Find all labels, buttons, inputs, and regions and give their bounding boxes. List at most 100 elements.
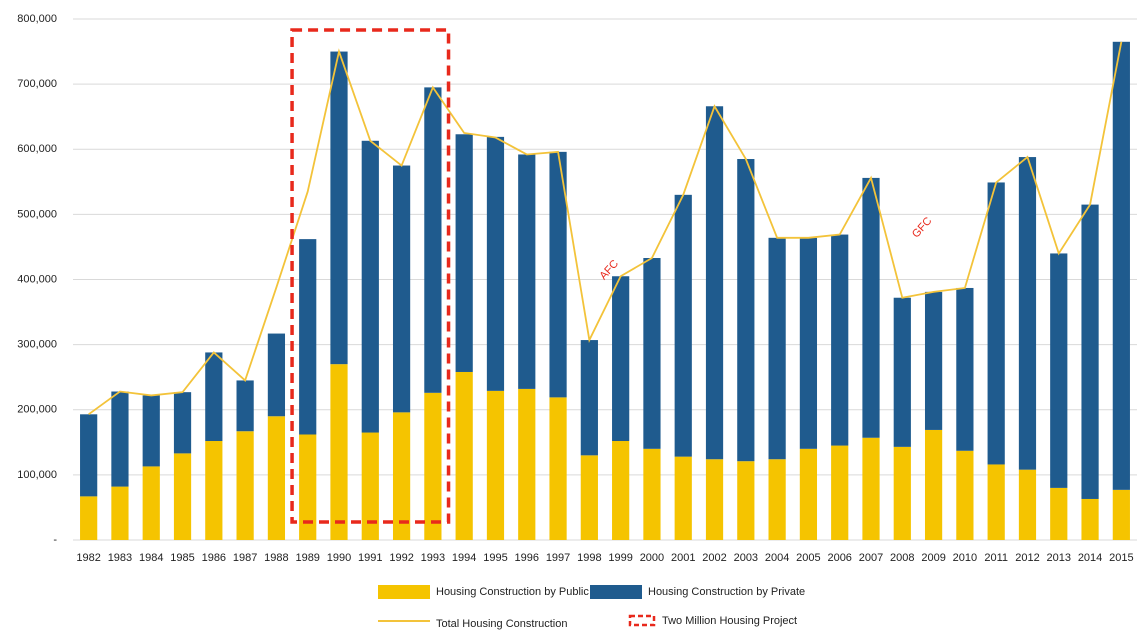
legend-swatch bbox=[628, 614, 656, 627]
bar-segment bbox=[486, 136, 505, 391]
bar-segment bbox=[580, 455, 598, 540]
x-tick-label: 1996 bbox=[515, 552, 539, 564]
x-tick-label: 1989 bbox=[295, 552, 319, 564]
legend-swatch bbox=[378, 585, 430, 599]
x-tick-label: 2001 bbox=[671, 552, 695, 564]
bar-segment bbox=[299, 434, 317, 540]
x-tick-label: 1993 bbox=[421, 552, 445, 564]
x-tick-label: 2005 bbox=[796, 552, 820, 564]
bar-segment bbox=[392, 165, 411, 413]
y-tick-label: 200,000 bbox=[17, 404, 57, 416]
bar-segment bbox=[799, 448, 818, 540]
bar-segment bbox=[424, 392, 442, 540]
bar-segment bbox=[831, 234, 849, 446]
bar-segment bbox=[831, 445, 849, 540]
bar-segment bbox=[267, 416, 286, 540]
bar-segment bbox=[862, 177, 880, 438]
x-tick-label: 2004 bbox=[765, 552, 789, 564]
total-line bbox=[88, 41, 1123, 416]
bar-segment bbox=[392, 412, 411, 540]
bar-segment bbox=[330, 51, 348, 365]
bar-segment bbox=[424, 87, 442, 393]
x-tick-label: 2002 bbox=[702, 552, 726, 564]
x-tick-label: 1995 bbox=[483, 552, 507, 564]
bar-segment bbox=[236, 380, 254, 432]
bar-segment bbox=[987, 464, 1005, 540]
x-tick-label: 2015 bbox=[1109, 552, 1133, 564]
bar-segment bbox=[173, 453, 192, 540]
x-tick-label: 2014 bbox=[1078, 552, 1102, 564]
bar-segment bbox=[705, 459, 724, 540]
bar-segment bbox=[612, 441, 630, 540]
y-tick-label: 600,000 bbox=[17, 143, 57, 155]
bar-segment bbox=[893, 297, 911, 447]
y-tick-label: - bbox=[53, 534, 57, 546]
x-tick-label: 2013 bbox=[1047, 552, 1071, 564]
bar-segment bbox=[674, 194, 692, 457]
bar-segment bbox=[1050, 253, 1068, 488]
x-tick-label: 2006 bbox=[827, 552, 851, 564]
bar-segment bbox=[956, 450, 974, 540]
y-tick-label: 700,000 bbox=[17, 78, 57, 90]
bar-segment bbox=[205, 441, 223, 540]
bar-segment bbox=[643, 258, 661, 449]
x-tick-label: 1997 bbox=[546, 552, 570, 564]
x-tick-label: 2000 bbox=[640, 552, 664, 564]
legend-swatch bbox=[590, 585, 642, 599]
bar-segment bbox=[956, 287, 974, 451]
x-tick-label: 2011 bbox=[984, 552, 1008, 564]
x-tick-label: 1982 bbox=[76, 552, 100, 564]
x-tick-label: 1990 bbox=[327, 552, 351, 564]
legend-label: Housing Construction by Private bbox=[648, 586, 805, 598]
y-tick-label: 100,000 bbox=[17, 469, 57, 481]
y-tick-label: 300,000 bbox=[17, 339, 57, 351]
legend-label: Two Million Housing Project bbox=[662, 615, 797, 627]
x-tick-label: 1984 bbox=[139, 552, 163, 564]
x-tick-label: 1983 bbox=[108, 552, 132, 564]
legend-label: Housing Construction by Public bbox=[436, 586, 589, 598]
x-tick-label: 1992 bbox=[389, 552, 413, 564]
x-tick-label: 1998 bbox=[577, 552, 601, 564]
bar-segment bbox=[518, 388, 536, 540]
bar-segment bbox=[768, 459, 786, 540]
bar-segment bbox=[737, 461, 755, 540]
bar-segment bbox=[80, 496, 98, 540]
bar-segment bbox=[893, 446, 911, 540]
bar-segment bbox=[924, 429, 943, 540]
bar-segment bbox=[330, 364, 348, 540]
bar-segment bbox=[267, 333, 286, 417]
bar-segment bbox=[142, 466, 160, 540]
y-tick-label: 400,000 bbox=[17, 273, 57, 285]
bar-segment bbox=[549, 151, 567, 398]
y-tick-label: 500,000 bbox=[17, 208, 57, 220]
x-tick-label: 2010 bbox=[953, 552, 977, 564]
bar-segment bbox=[518, 154, 536, 389]
x-tick-label: 1991 bbox=[358, 552, 382, 564]
bar-segment bbox=[987, 182, 1005, 465]
x-tick-label: 2007 bbox=[859, 552, 883, 564]
bar-segment bbox=[80, 414, 98, 497]
bar-segment bbox=[361, 432, 379, 540]
bar-segment bbox=[580, 340, 598, 456]
x-tick-label: 1985 bbox=[170, 552, 194, 564]
bar-segment bbox=[205, 352, 223, 442]
annotation: GFC bbox=[910, 215, 934, 240]
bar-segment bbox=[173, 392, 192, 454]
bar-segment bbox=[299, 239, 317, 435]
bar-segment bbox=[455, 134, 473, 372]
legend: Housing Construction by Public Housing Co… bbox=[378, 585, 805, 630]
bar-segment bbox=[674, 456, 692, 540]
bar-segment bbox=[455, 371, 473, 540]
bar-segment bbox=[1018, 469, 1037, 540]
bar-segment bbox=[1081, 204, 1099, 499]
highlight-box bbox=[290, 28, 451, 524]
x-tick-label: 1986 bbox=[202, 552, 226, 564]
bar-segment bbox=[111, 486, 129, 540]
x-tick-label: 1987 bbox=[233, 552, 257, 564]
x-tick-label: 2012 bbox=[1015, 552, 1039, 564]
bar-segment bbox=[361, 140, 379, 433]
y-tick-label: 800,000 bbox=[17, 13, 57, 25]
bar-segment bbox=[1112, 41, 1130, 490]
bar-segment bbox=[1081, 498, 1099, 540]
